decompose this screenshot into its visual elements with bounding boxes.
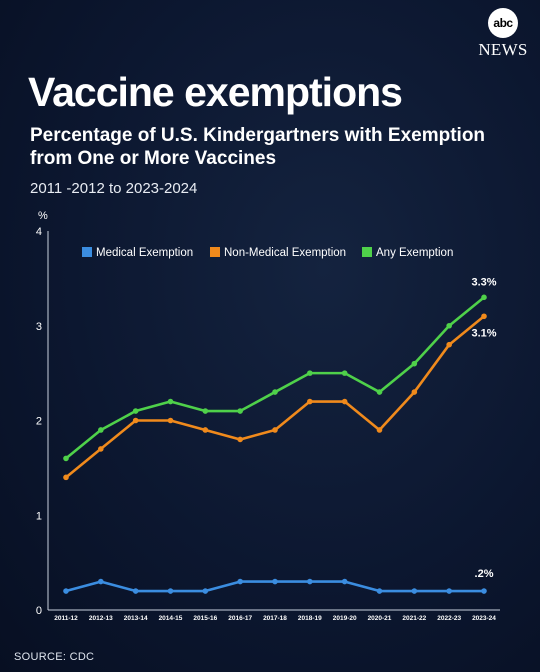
end-value-label: 3.3%	[471, 276, 496, 288]
y-tick-label: 1	[36, 510, 42, 522]
data-point	[63, 588, 69, 594]
source-note: SOURCE: CDC	[14, 651, 95, 663]
data-point	[481, 294, 487, 301]
data-point	[237, 578, 243, 585]
x-tick-label: 2013-14	[124, 615, 148, 622]
data-point	[132, 588, 139, 594]
x-tick-label: 2023-24	[472, 615, 496, 622]
data-point	[202, 408, 209, 414]
data-point	[272, 389, 278, 395]
data-point	[167, 398, 174, 405]
x-tick-label: 2011-12	[54, 615, 78, 622]
data-point	[411, 389, 418, 395]
legend-label: Medical Exemption	[96, 247, 193, 259]
data-point	[411, 360, 418, 367]
data-point	[202, 588, 209, 594]
data-point	[341, 370, 348, 376]
data-point	[237, 436, 243, 443]
end-value-label: 3.1%	[471, 327, 496, 339]
data-point	[481, 313, 487, 320]
data-point	[446, 322, 452, 329]
x-tick-label: 2019-20	[333, 615, 357, 622]
y-tick-label: 0	[36, 605, 42, 617]
data-point	[132, 408, 139, 414]
data-point	[307, 398, 313, 405]
data-point	[446, 588, 452, 594]
series-line	[65, 296, 485, 460]
data-point	[63, 474, 69, 481]
data-point	[341, 398, 348, 405]
data-point	[132, 417, 139, 424]
legend-swatch	[82, 247, 92, 257]
y-tick-label: 4	[36, 226, 42, 238]
data-point	[446, 341, 452, 348]
x-tick-label: 2021-22	[402, 615, 426, 622]
x-tick-label: 2017-18	[263, 615, 287, 622]
x-tick-label: 2016-17	[228, 615, 252, 622]
abc-logo-circle: abc	[488, 8, 518, 38]
data-point	[98, 427, 104, 433]
data-point	[167, 588, 174, 594]
data-point	[272, 427, 278, 433]
data-point	[167, 417, 174, 424]
chart-subtitle: Percentage of U.S. Kindergartners with E…	[30, 125, 486, 169]
data-point	[98, 578, 104, 585]
x-tick-label: 2014-15	[159, 615, 183, 622]
data-point	[63, 455, 69, 462]
data-point	[376, 389, 383, 395]
y-axis-label: %	[38, 210, 48, 222]
x-tick-label: 2015-16	[193, 615, 217, 622]
legend-label: Any Exemption	[376, 247, 453, 259]
y-tick-label: 2	[36, 416, 42, 428]
x-tick-label: 2020-21	[368, 615, 392, 622]
data-point	[376, 588, 383, 594]
end-value-label: .2%	[475, 568, 494, 580]
data-point	[272, 578, 278, 585]
abc-news-logo: abc NEWS	[474, 8, 532, 60]
data-point	[98, 446, 104, 452]
data-point	[307, 370, 313, 376]
data-point	[411, 588, 418, 594]
news-wordmark: NEWS	[478, 40, 528, 59]
date-range: 2011 -2012 to 2023-2024	[30, 180, 198, 197]
data-point	[341, 578, 348, 585]
data-point	[307, 578, 313, 585]
legend-label: Non-Medical Exemption	[224, 247, 346, 259]
data-point	[202, 427, 209, 433]
legend-swatch	[362, 247, 372, 257]
legend-swatch	[210, 247, 220, 257]
data-point	[481, 588, 487, 594]
y-tick-label: 3	[36, 321, 42, 333]
chart-title: Vaccine exemptions	[28, 69, 403, 115]
x-tick-label: 2022-23	[437, 615, 461, 622]
x-tick-label: 2018-19	[298, 615, 322, 622]
series-line	[65, 315, 485, 479]
data-point	[237, 408, 243, 414]
x-tick-label: 2012-13	[89, 615, 113, 622]
data-point	[376, 427, 383, 433]
